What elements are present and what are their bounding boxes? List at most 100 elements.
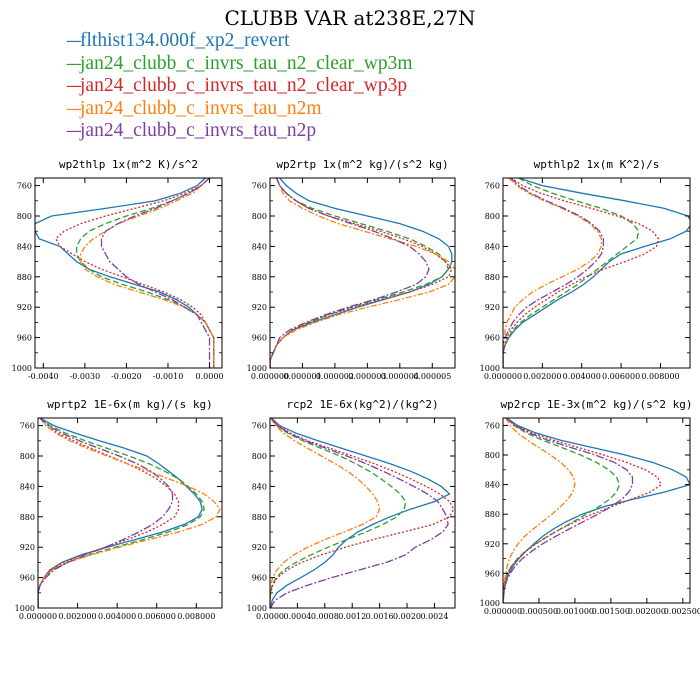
x-tick-label: 0.006000 (602, 372, 640, 381)
x-tick-label: 0.000002 (316, 372, 354, 381)
y-tick-label: 880 (252, 513, 267, 522)
series-line-5 (270, 178, 430, 368)
x-tick-label: 0.001000 (556, 607, 594, 616)
y-tick-label: 800 (252, 212, 267, 221)
y-tick-label: 760 (17, 182, 32, 191)
series-line-3 (270, 418, 455, 608)
legend-label: jan24_clubb_c_invrs_tau_n2p (80, 120, 317, 141)
x-tick-label: 0.0004 (283, 612, 311, 621)
x-tick-label: 0.008000 (177, 612, 215, 621)
series-line-5 (270, 418, 449, 608)
x-tick-label: 0.000005 (413, 372, 451, 381)
y-tick-label: 1000 (480, 599, 500, 608)
y-tick-label: 840 (252, 482, 267, 491)
chart-title: CLUBB VAR at238E,27N (224, 6, 476, 30)
legend-line-icon: — (66, 76, 82, 95)
x-tick-label: 0.002000 (628, 607, 666, 616)
legend-label: flthist134.000f_xp2_revert (80, 30, 290, 51)
legend-label: jan24_clubb_c_invrs_tau_n2_clear_wp3m (80, 52, 413, 74)
x-tick-label: 0.000500 (520, 607, 558, 616)
panel-6: wp2rcp 1E-3x(m^2 kg)/(s^2 kg) 760 800 840 88… (480, 398, 700, 616)
x-tick-label: 0.0012 (338, 612, 366, 621)
plot-frame (502, 417, 691, 604)
series-line-3 (503, 418, 663, 603)
x-tick-label: 0.002500 (664, 607, 700, 616)
x-tick-label: 0.006000 (138, 612, 176, 621)
x-tick-label: -0.0010 (153, 372, 184, 381)
series-line-2 (270, 418, 407, 608)
x-tick-label: 0.004000 (563, 372, 601, 381)
y-tick-label: 800 (20, 452, 35, 461)
panel-3: wpthlp2 1x(m K^2)/s 760 800 840 880 920 960 100… (480, 158, 691, 381)
x-tick-label: 0.0020 (393, 612, 421, 621)
y-tick-label: 960 (485, 569, 500, 578)
y-tick-label: 760 (20, 422, 35, 431)
x-tick-label: 0.002000 (523, 372, 561, 381)
legend-line-icon: — (66, 53, 82, 73)
series-line-1 (503, 178, 690, 368)
x-tick-label: 0.004000 (98, 612, 136, 621)
y-tick-label: 840 (20, 482, 35, 491)
plot-frame (269, 177, 456, 369)
series-line-4 (270, 178, 455, 368)
y-tick-label: 800 (485, 451, 500, 460)
y-tick-label: 840 (252, 242, 267, 251)
x-tick-label: 0.0000 (256, 612, 284, 621)
panel-1: wp2thlp 1x(m^2 K)/s^2 760 800 840 880 920 960 1… (12, 158, 224, 381)
y-tick-label: 880 (485, 273, 500, 282)
y-tick-label: 1000 (247, 364, 267, 373)
panel-2: wp2rtp 1x(m^2 kg)/(s^2 kg) 760 800 840 880 92… (247, 158, 456, 381)
legend-label: jan24_clubb_c_invrs_tau_n2_clear_wp3p (80, 75, 408, 96)
x-tick-label: -0.0020 (111, 372, 142, 381)
y-tick-label: 760 (485, 182, 500, 191)
y-tick-label: 760 (252, 182, 267, 191)
x-tick-label: 0.000000 (251, 372, 289, 381)
panel-4: wprtp2 1E-6x(m kg)/(s kg) 760 800 840 880 920… (15, 398, 223, 621)
series-line-2 (75, 178, 215, 368)
y-tick-label: 880 (17, 273, 32, 282)
y-tick-label: 960 (252, 334, 267, 343)
panel-title: rcp2 1E-6x(kg^2)/(kg^2) (286, 398, 438, 411)
y-tick-label: 920 (252, 303, 267, 312)
x-tick-label: 0.0016 (366, 612, 394, 621)
series-line-5 (38, 418, 174, 608)
legend: —flthist134.000f_xp2_revert —jan24_clubb… (66, 30, 413, 143)
series-line-3 (54, 178, 215, 368)
x-tick-label: 0.000000 (484, 607, 522, 616)
x-tick-label: 0.000001 (283, 372, 321, 381)
series-line-5 (100, 178, 211, 368)
y-tick-label: 1000 (247, 604, 267, 613)
panel-5: rcp2 1E-6x(kg^2)/(kg^2) 760 800 840 880 920 96… (247, 398, 456, 621)
legend-item: —flthist134.000f_xp2_revert (66, 30, 413, 53)
y-tick-label: 960 (17, 334, 32, 343)
series-line-1 (38, 418, 203, 608)
series-line-1 (35, 178, 215, 368)
legend-line-icon: — (66, 121, 82, 140)
series-line-2 (503, 418, 621, 603)
y-tick-label: 920 (485, 540, 500, 549)
y-tick-label: 760 (485, 421, 500, 430)
series-line-1 (270, 178, 453, 368)
y-tick-label: 800 (252, 452, 267, 461)
series-line-2 (503, 178, 640, 368)
x-tick-label: 0.000000 (484, 372, 522, 381)
legend-item: —jan24_clubb_c_invrs_tau_n2_clear_wp3m (66, 53, 413, 76)
y-tick-label: 960 (20, 574, 35, 583)
series-line-1 (503, 418, 690, 603)
series-line-3 (503, 178, 660, 368)
y-tick-label: 920 (17, 303, 32, 312)
series-line-2 (38, 418, 205, 608)
series-line-2 (270, 178, 450, 368)
plot-frame (37, 417, 223, 609)
y-tick-label: 880 (20, 513, 35, 522)
y-tick-label: 880 (485, 510, 500, 519)
series-line-4 (503, 418, 576, 603)
y-tick-label: 880 (252, 273, 267, 282)
y-tick-label: 840 (485, 481, 500, 490)
plot-frame (502, 177, 691, 369)
y-tick-label: 800 (17, 212, 32, 221)
y-tick-label: 920 (20, 543, 35, 552)
legend-item: —jan24_clubb_c_invrs_tau_n2p (66, 120, 413, 143)
x-tick-label: 0.001500 (592, 607, 630, 616)
